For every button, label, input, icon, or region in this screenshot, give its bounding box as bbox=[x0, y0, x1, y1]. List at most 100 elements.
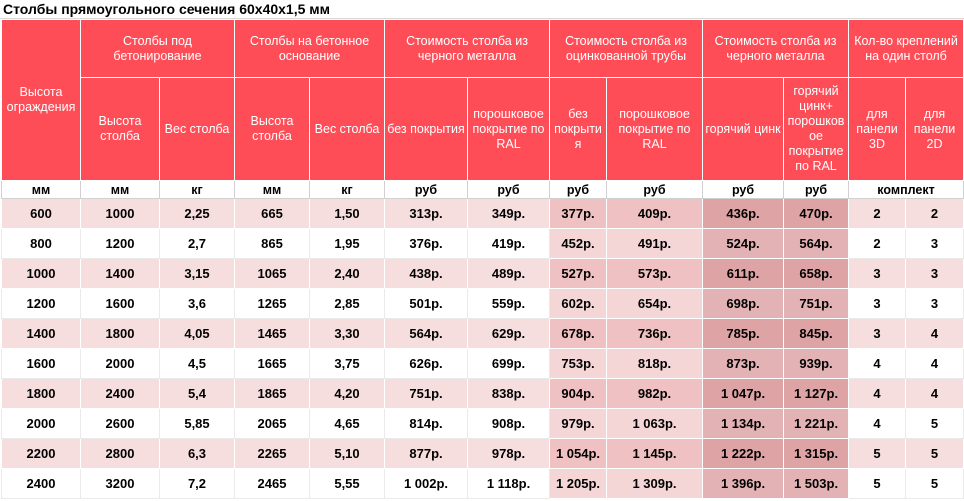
header-fence-height: Высота ограждения bbox=[1, 19, 81, 181]
header-panel-2d: для панели 2D bbox=[905, 77, 964, 181]
table-cell: 1 145р. bbox=[605, 438, 704, 469]
table-cell: 438р. bbox=[384, 258, 468, 289]
unit-cell: кг bbox=[159, 180, 235, 199]
table-cell: 1065 bbox=[234, 258, 310, 289]
table-cell: 939р. bbox=[783, 348, 850, 379]
table-cell: 470р. bbox=[783, 198, 850, 229]
table-cell: 1465 bbox=[234, 318, 310, 349]
table-cell: 1265 bbox=[234, 288, 310, 319]
table-cell: 2000 bbox=[1, 408, 81, 439]
table-cell: 3,75 bbox=[309, 348, 385, 379]
header-posts-concreting: Столбы под бетонирование bbox=[80, 19, 235, 78]
unit-cell: мм bbox=[1, 180, 81, 199]
table-cell: 4 bbox=[905, 348, 964, 379]
table-cell: 1000 bbox=[1, 258, 81, 289]
header-powder-ral-2: порошковое покрытие по RAL bbox=[605, 77, 704, 181]
header-post-weight-2: Вес столба bbox=[309, 77, 385, 181]
table-cell: 5 bbox=[848, 438, 907, 469]
table-cell: 629р. bbox=[467, 318, 550, 349]
table-cell: 2,40 bbox=[309, 258, 385, 289]
table-cell: 1 503р. bbox=[783, 468, 850, 499]
table-cell: 501р. bbox=[384, 288, 468, 319]
table-cell: 3 bbox=[848, 258, 907, 289]
table-cell: 1 047р. bbox=[702, 378, 785, 409]
title-text: Столбы прямоугольного сечения 60х40х1,5 … bbox=[3, 1, 330, 17]
table-row: 800 1200 2,7 865 1,95 376р. 419р. 452р. 491р. 524… bbox=[1, 228, 964, 259]
table-cell: 818р. bbox=[605, 348, 704, 379]
table-cell: 751р. bbox=[384, 378, 468, 409]
table-cell: 698р. bbox=[702, 288, 785, 319]
table-cell: 1,50 bbox=[309, 198, 385, 229]
table-cell: 3,15 bbox=[159, 258, 235, 289]
table-cell: 908р. bbox=[467, 408, 550, 439]
table-cell: 1 222р. bbox=[702, 438, 785, 469]
table-cell: 1 205р. bbox=[549, 468, 607, 499]
table-cell: 4 bbox=[848, 378, 907, 409]
table-cell: 751р. bbox=[783, 288, 850, 319]
table-row: 1400 1800 4,05 1465 3,30 564р. 629р. 678р. 736р.… bbox=[1, 318, 964, 349]
table-cell: 2,25 bbox=[159, 198, 235, 229]
unit-cell: руб bbox=[605, 180, 704, 199]
table-cell: 7,2 bbox=[159, 468, 235, 499]
table-cell: 626р. bbox=[384, 348, 468, 379]
table-cell: 658р. bbox=[783, 258, 850, 289]
units-row: мм мм кг мм кг руб руб руб руб руб руб комплект bbox=[1, 180, 964, 199]
header-cost-black-2: Стоимость столба из черного металла bbox=[702, 19, 850, 78]
table-cell: 2600 bbox=[80, 408, 160, 439]
table-row: 1800 2400 5,4 1865 4,20 751р. 838р. 904р. 982р. 1… bbox=[1, 378, 964, 409]
table-cell: 452р. bbox=[549, 228, 607, 259]
table-cell: 4,65 bbox=[309, 408, 385, 439]
table-cell: 4 bbox=[848, 408, 907, 439]
table-cell: 573р. bbox=[605, 258, 704, 289]
table-row: 1600 2000 4,5 1665 3,75 626р. 699р. 753р. 818р. 8… bbox=[1, 348, 964, 379]
table-cell: 2400 bbox=[1, 468, 81, 499]
table-cell: 436р. bbox=[702, 198, 785, 229]
table-cell: 5 bbox=[905, 438, 964, 469]
table-cell: 2000 bbox=[80, 348, 160, 379]
table-cell: 1 221р. bbox=[783, 408, 850, 439]
table-cell: 4,20 bbox=[309, 378, 385, 409]
table-cell: 3 bbox=[905, 288, 964, 319]
unit-cell: руб bbox=[702, 180, 785, 199]
table-cell: 2400 bbox=[80, 378, 160, 409]
table-cell: 814р. bbox=[384, 408, 468, 439]
table-cell: 419р. bbox=[467, 228, 550, 259]
table-cell: 1665 bbox=[234, 348, 310, 379]
table-cell: 1 054р. bbox=[549, 438, 607, 469]
table-cell: 2 bbox=[905, 198, 964, 229]
table-row: 2400 3200 7,2 2465 5,55 1 002р. 1 118р. 1 205р.… bbox=[1, 468, 964, 499]
table-row: 1200 1600 3,6 1265 2,85 501р. 559р. 602р. 654р. 6… bbox=[1, 288, 964, 319]
table-cell: 979р. bbox=[549, 408, 607, 439]
table-cell: 2065 bbox=[234, 408, 310, 439]
table-cell: 1 127р. bbox=[783, 378, 850, 409]
table-cell: 3 bbox=[905, 258, 964, 289]
table-cell: 4,05 bbox=[159, 318, 235, 349]
table-row: 2200 2800 6,3 2265 5,10 877р. 978р. 1 054р. 1 14… bbox=[1, 438, 964, 469]
header-fasteners: Кол-во креплений на один столб bbox=[848, 19, 964, 78]
table-cell: 4 bbox=[848, 348, 907, 379]
table-cell: 524р. bbox=[702, 228, 785, 259]
table-cell: 377р. bbox=[549, 198, 607, 229]
table-cell: 873р. bbox=[702, 348, 785, 379]
table-cell: 1 315р. bbox=[783, 438, 850, 469]
table-cell: 611р. bbox=[702, 258, 785, 289]
table-cell: 978р. bbox=[467, 438, 550, 469]
table-cell: 5 bbox=[905, 468, 964, 499]
table-row: 600 1000 2,25 665 1,50 313р. 349р. 377р. 409р. 43… bbox=[1, 198, 964, 229]
unit-cell: руб bbox=[783, 180, 850, 199]
table-cell: 1 134р. bbox=[702, 408, 785, 439]
table-cell: 877р. bbox=[384, 438, 468, 469]
table-cell: 2465 bbox=[234, 468, 310, 499]
table-cell: 3200 bbox=[80, 468, 160, 499]
table-cell: 1 063р. bbox=[605, 408, 704, 439]
table-cell: 2265 bbox=[234, 438, 310, 469]
table-cell: 654р. bbox=[605, 288, 704, 319]
header-post-height: Высота столба bbox=[80, 77, 160, 181]
header-hot-zinc: горячий цинк bbox=[702, 77, 785, 181]
unit-cell: руб bbox=[384, 180, 468, 199]
table-cell: 1 309р. bbox=[605, 468, 704, 499]
header-no-coating: без покрытия bbox=[384, 77, 468, 181]
header-powder-ral: порошковое покрытие по RAL bbox=[467, 77, 550, 181]
table-cell: 5,4 bbox=[159, 378, 235, 409]
table-cell: 800 bbox=[1, 228, 81, 259]
